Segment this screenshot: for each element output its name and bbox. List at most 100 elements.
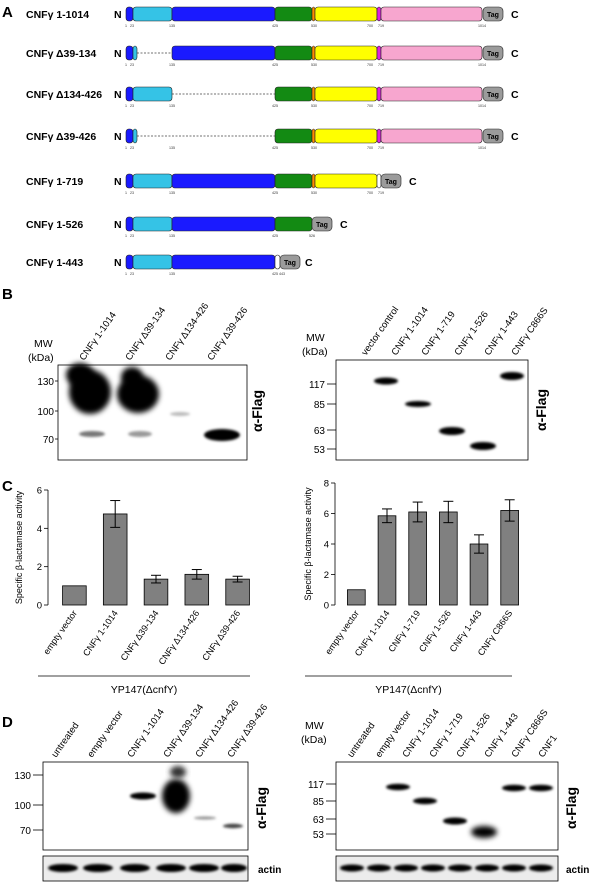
band [471, 826, 497, 838]
mw-unit: (kDa) [302, 346, 328, 358]
bar [500, 510, 519, 606]
residue-tick: 135 [169, 104, 175, 108]
construct-label: CNFγ Δ134-426 [26, 89, 102, 101]
loading-control-label: actin [258, 865, 281, 876]
band [475, 864, 499, 872]
residue-tick: 1 [125, 272, 127, 276]
blot-membrane [335, 359, 529, 461]
residue-tick: 425 [272, 191, 278, 195]
tag-box [482, 128, 504, 144]
c-terminus-label: C [511, 48, 519, 60]
band [421, 864, 445, 872]
band [340, 864, 364, 872]
residue-tick: 1014 [478, 104, 486, 108]
domain-segment [376, 6, 382, 22]
x-tick-label: empty vector [41, 608, 79, 656]
residue-tick: 530 [311, 63, 317, 67]
band [502, 784, 526, 792]
residue-tick: 1 [125, 146, 127, 150]
y-tick-label: 4 [37, 524, 42, 535]
residue-tick: 526 [309, 234, 315, 238]
band [189, 864, 219, 872]
mw-marker: 70 [43, 435, 55, 446]
domain-segment [125, 173, 134, 189]
mw-marker: 100 [37, 407, 54, 418]
residue-tick: 700 [367, 63, 373, 67]
mw-unit: (kDa) [28, 352, 54, 364]
residue-tick: 530 [311, 191, 317, 195]
band [83, 864, 113, 872]
n-terminus-label: N [114, 257, 122, 269]
bar [408, 511, 427, 606]
residue-tick: 135 [169, 234, 175, 238]
construct-label: CNFγ 1-443 [26, 257, 83, 269]
domain-segment [311, 45, 316, 61]
residue-tick: 530 [311, 146, 317, 150]
residue-tick: 23 [130, 63, 134, 67]
panel-c-letter: C [2, 478, 13, 495]
band [204, 429, 240, 441]
actin-bands [340, 864, 553, 872]
tag-label: Tag [316, 222, 328, 229]
residue-tick: 719 [378, 63, 384, 67]
n-terminus-label: N [114, 48, 122, 60]
band [128, 431, 152, 437]
lane-label: CNFγ Δ39-134 [123, 305, 168, 362]
bar [439, 511, 458, 606]
residue-tick: 135 [169, 191, 175, 195]
domain-segment [125, 86, 134, 102]
mw-unit: (kDa) [301, 734, 327, 746]
mw-marker: 117 [309, 380, 325, 391]
c-terminus-label: C [409, 176, 417, 188]
domain-segment [125, 216, 134, 232]
residue-tick: 700 [367, 104, 373, 108]
domain-segment [380, 86, 483, 102]
residue-tick: 23 [130, 24, 134, 28]
residue-tick: 23 [130, 146, 134, 150]
blot-bands [386, 783, 553, 838]
band [156, 864, 186, 872]
mw-label: MW [305, 720, 324, 732]
n-terminus-label: N [114, 176, 122, 188]
domain-segment [311, 128, 316, 144]
band [386, 783, 410, 791]
mw-marker: 85 [314, 400, 326, 411]
y-tick-label: 6 [324, 509, 329, 520]
domain-segment [311, 86, 316, 102]
construct-label: CNFγ 1-526 [26, 219, 83, 231]
domain-segment [380, 6, 483, 22]
tag-box [279, 254, 301, 270]
y-tick-label: 6 [37, 486, 42, 497]
x-tick-label: CNFγ Δ39-426 [200, 608, 242, 662]
domain-segment [311, 173, 316, 189]
residue-tick: 425 [272, 63, 278, 67]
band [221, 864, 247, 872]
domain-segment [132, 45, 138, 61]
residue-tick: 530 [311, 24, 317, 28]
y-tick-label: 4 [324, 540, 329, 551]
y-axis-label: Specific β-lactamase activity [14, 490, 24, 604]
domain-segment [274, 254, 281, 270]
tag-label: Tag [487, 92, 499, 99]
domain-segment [274, 86, 313, 102]
c-terminus-label: C [340, 219, 348, 231]
residue-tick: 1014 [478, 63, 486, 67]
domain-segment [380, 45, 483, 61]
blot-bands [374, 372, 524, 450]
residue-tick: 443 [279, 272, 285, 276]
residue-tick: 1014 [478, 24, 486, 28]
bar [225, 578, 250, 606]
c-terminus-label: C [511, 131, 519, 143]
tag-box [482, 45, 504, 61]
residue-tick: 135 [169, 63, 175, 67]
n-terminus-label: N [114, 89, 122, 101]
domain-segment [125, 6, 134, 22]
lane-label: CNFγ 1-1014 [77, 310, 118, 363]
residue-tick: 719 [378, 24, 384, 28]
actin-bands [48, 864, 247, 872]
construct-row: CNFγ 1-526 N Tag C 1 23 135 425 526 [26, 216, 348, 238]
domain-segment [132, 216, 173, 232]
band [439, 427, 465, 435]
